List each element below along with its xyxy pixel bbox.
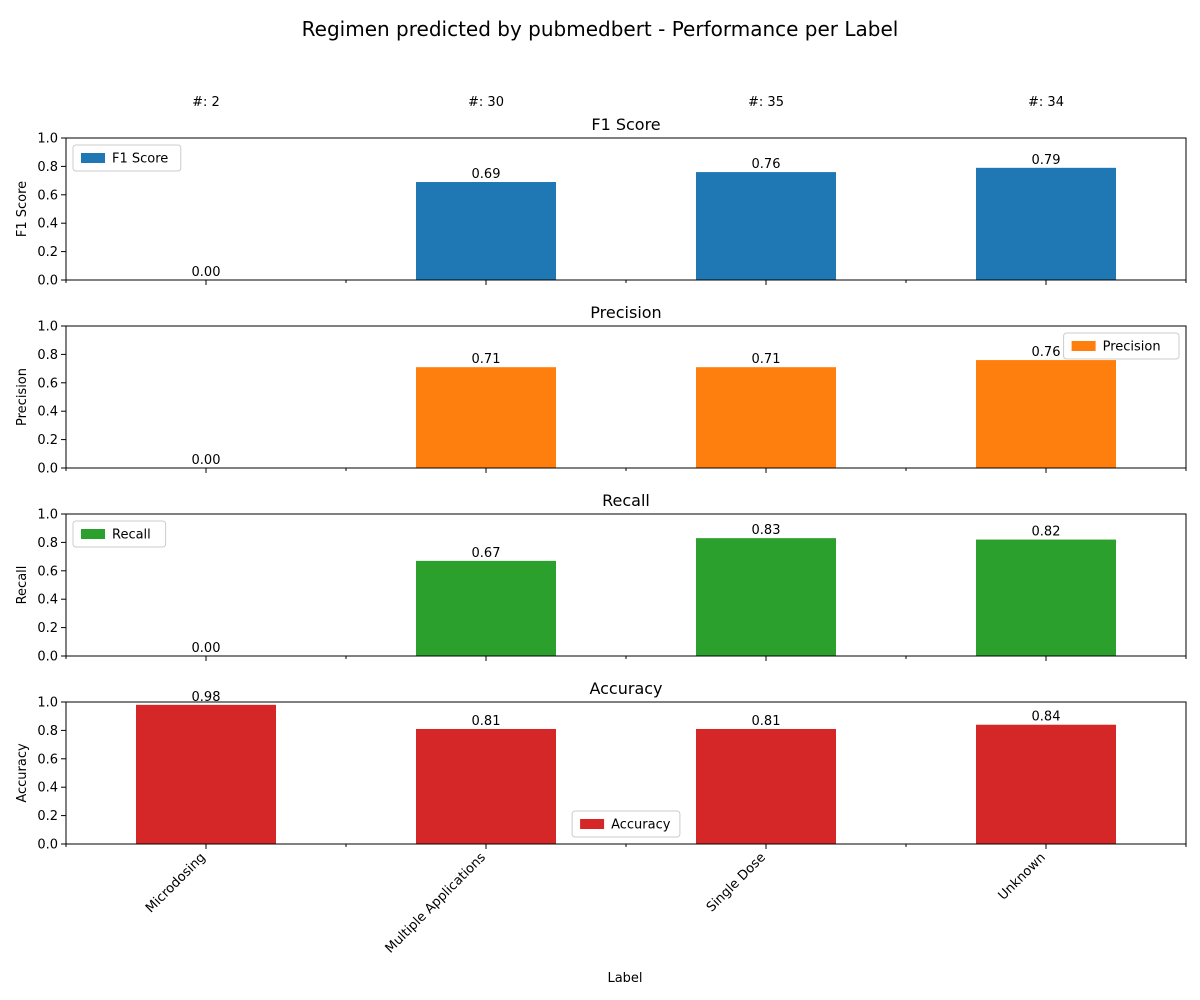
y-tick-label: 0.0 xyxy=(37,838,58,853)
y-tick-label: 0.8 xyxy=(37,536,58,551)
panel-title: Accuracy xyxy=(589,679,662,698)
panel-accuracy: Accuracy Accuracy 0.0 0.2 0.4 0.6 0.8 1.0 0.98 0.… xyxy=(15,679,1187,853)
x-axis-label: Label xyxy=(607,971,642,986)
bar-value-label: 0.81 xyxy=(472,714,501,729)
y-tick-label: 0.0 xyxy=(37,274,58,289)
x-tick-label: Single Dose xyxy=(704,850,769,915)
y-tick-label: 0.6 xyxy=(37,564,58,579)
bar-value-label: 0.79 xyxy=(1032,153,1061,168)
y-tick-label: 0.6 xyxy=(37,376,58,391)
panel-f1-score: F1 Score F1 Score 0.0 0.2 0.4 0.6 0.8 1.0 0.00 0.… xyxy=(15,115,1187,289)
y-tick-label: 0.8 xyxy=(37,160,58,175)
plot-frame xyxy=(65,137,1187,281)
legend-box xyxy=(571,810,681,838)
bar-unknown xyxy=(976,167,1116,280)
y-tick-label: 1.0 xyxy=(37,320,58,335)
y-tick-label: 0.0 xyxy=(37,462,58,477)
plot-frame xyxy=(65,701,1187,845)
bar-value-label: 0.98 xyxy=(192,690,221,705)
chart-title: Regimen predicted by pubmedbert - Perfor… xyxy=(302,17,899,41)
plot-frame xyxy=(65,325,1187,469)
bar-value-label: 0.83 xyxy=(752,523,781,538)
legend-label: Accuracy xyxy=(611,818,671,833)
plot-frame xyxy=(65,513,1187,657)
y-tick-label: 1.0 xyxy=(37,508,58,523)
sample-count-label: #: 30 xyxy=(468,95,504,110)
panel-recall: Recall Recall 0.0 0.2 0.4 0.6 0.8 1.0 0.00 0.67 0.… xyxy=(15,491,1187,665)
y-axis-label: Recall xyxy=(15,566,30,605)
y-tick-label: 0.4 xyxy=(37,593,58,608)
legend: Accuracy xyxy=(571,810,681,838)
y-tick-label: 0.8 xyxy=(37,724,58,739)
bar-value-label: 0.67 xyxy=(472,546,501,561)
bar-unknown xyxy=(976,360,1116,468)
bar-value-label: 0.84 xyxy=(1032,710,1061,725)
y-tick-label: 1.0 xyxy=(37,132,58,147)
x-tick-label: Multiple Applications xyxy=(383,850,489,956)
y-tick-label: 0.4 xyxy=(37,217,58,232)
legend-box xyxy=(1063,332,1180,360)
bar-microdosing xyxy=(136,704,276,844)
y-axis-label: F1 Score xyxy=(15,181,30,237)
legend-box xyxy=(72,520,167,548)
legend-swatch xyxy=(81,153,105,163)
bar-value-label: 0.00 xyxy=(192,453,221,468)
bar-single-dose xyxy=(696,172,836,280)
y-tick-label: 0.8 xyxy=(37,348,58,363)
legend-swatch xyxy=(81,529,105,539)
legend: Recall xyxy=(72,520,167,548)
legend-box xyxy=(72,144,182,172)
bar-single-dose xyxy=(696,538,836,656)
chart-panels: #: 2 #: 30 #: 35 #: 34 F1 Score F1 Score 0.0 0.… xyxy=(15,95,1187,956)
y-tick-label: 0.0 xyxy=(37,650,58,665)
y-tick-label: 0.2 xyxy=(37,245,58,260)
bar-value-label: 0.00 xyxy=(192,641,221,656)
legend-swatch xyxy=(580,819,605,829)
bar-unknown xyxy=(976,539,1116,656)
bar-value-label: 0.71 xyxy=(472,352,501,367)
y-axis-label: Precision xyxy=(15,368,30,426)
y-tick-label: 0.6 xyxy=(37,188,58,203)
sample-count-label: #: 35 xyxy=(748,95,784,110)
bar-value-label: 0.82 xyxy=(1032,525,1061,540)
y-tick-label: 0.6 xyxy=(37,752,58,767)
bar-single-dose xyxy=(696,367,836,468)
bar-value-label: 0.76 xyxy=(1032,345,1061,360)
sample-count-label: #: 2 xyxy=(192,95,220,110)
bar-value-label: 0.71 xyxy=(752,352,781,367)
panel-precision: Precision Precision 0.0 0.2 0.4 0.6 0.8 1.0 0.00… xyxy=(15,303,1187,477)
legend-label: Precision xyxy=(1103,340,1161,355)
y-tick-label: 0.2 xyxy=(37,809,58,824)
panel-title: F1 Score xyxy=(591,115,660,134)
legend-label: F1 Score xyxy=(112,152,168,167)
bar-value-label: 0.00 xyxy=(192,265,221,280)
legend-label: Recall xyxy=(112,528,151,543)
bar-single-dose xyxy=(696,728,836,844)
y-tick-label: 0.4 xyxy=(37,405,58,420)
bar-unknown xyxy=(976,724,1116,844)
bar-value-label: 0.81 xyxy=(752,714,781,729)
y-tick-label: 0.2 xyxy=(37,433,58,448)
y-axis-label: Accuracy xyxy=(15,743,30,803)
bar-value-label: 0.69 xyxy=(472,167,501,182)
bar-value-label: 0.76 xyxy=(752,157,781,172)
legend-swatch xyxy=(1071,341,1096,351)
x-tick-label: Unknown xyxy=(996,850,1049,903)
legend: Precision xyxy=(1063,332,1180,360)
y-tick-label: 0.4 xyxy=(37,781,58,796)
y-tick-label: 1.0 xyxy=(37,696,58,711)
panel-title: Precision xyxy=(590,303,661,322)
bar-multiple-applications xyxy=(416,367,556,468)
legend: F1 Score xyxy=(72,144,182,172)
x-tick-label: Microdosing xyxy=(143,850,209,916)
y-tick-label: 0.2 xyxy=(37,621,58,636)
bar-multiple-applications xyxy=(416,728,556,844)
sample-count-label: #: 34 xyxy=(1028,95,1064,110)
bar-multiple-applications xyxy=(416,182,556,280)
bar-multiple-applications xyxy=(416,560,556,656)
panel-title: Recall xyxy=(602,491,650,510)
